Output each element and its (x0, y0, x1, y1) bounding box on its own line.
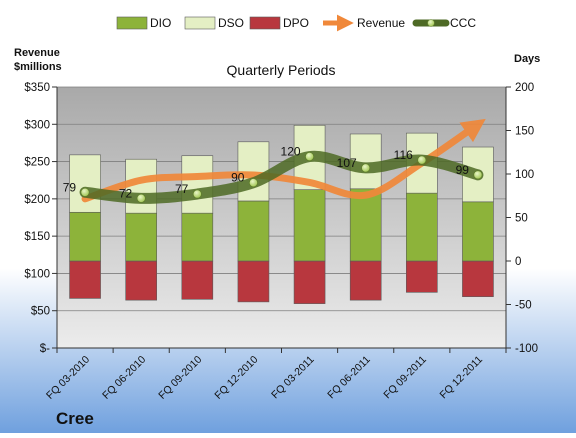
ccc-point (248, 178, 259, 188)
legend-label: CCC (450, 16, 476, 30)
legend-label: Revenue (357, 16, 405, 30)
ccc-point (473, 170, 483, 180)
left-axis-title: Revenue $millions (14, 47, 63, 73)
bar-dpo (462, 260, 494, 297)
right-tick-label: -100 (515, 343, 538, 355)
legend-swatch-dso (184, 16, 216, 30)
legend-label: DPO (283, 16, 309, 30)
ccc-point (80, 187, 90, 197)
bar-dio (349, 188, 382, 262)
ccc-data-label: 77 (175, 182, 189, 196)
bar-dio (69, 211, 101, 262)
ccc-data-label: 99 (456, 163, 470, 177)
ccc-data-label: 107 (337, 156, 357, 170)
legend-swatch-dio (116, 16, 148, 30)
ccc-point (136, 193, 146, 203)
left-tick-label: $200 (24, 194, 50, 206)
bar-dio (181, 212, 214, 262)
legend-swatch-ccc-marker (427, 19, 435, 27)
right-tick-label: -50 (515, 300, 532, 312)
legend-label: DIO (150, 16, 171, 30)
bar-series (69, 124, 494, 304)
bar-dpo (125, 260, 157, 301)
right-tick-label: 150 (515, 126, 534, 138)
bar-dpo (181, 260, 214, 300)
ccc-point (417, 155, 427, 165)
ccc-data-label: 116 (394, 148, 413, 162)
plot-panel (57, 87, 506, 348)
left-tick-label: $100 (24, 268, 50, 280)
bar-dpo (69, 260, 101, 299)
ccc-point (304, 152, 315, 162)
bar-dio (237, 200, 270, 262)
right-tick-label: 0 (515, 256, 521, 268)
plot-title: Quarterly Periods (227, 62, 336, 78)
right-tick-label: 50 (515, 213, 528, 225)
ccc-point (361, 163, 371, 173)
company-name: Cree (56, 409, 94, 428)
bar-dpo (406, 260, 438, 293)
bar-dpo (349, 260, 382, 301)
left-tick-label: $300 (24, 119, 50, 131)
data-labels: 79 72 77 90 120 107 116 99 (63, 145, 470, 201)
legend-swatch-dpo (249, 16, 281, 30)
ccc-point (192, 189, 202, 199)
ccc-data-label: 120 (281, 145, 301, 159)
bar-dso (181, 155, 214, 214)
right-tick-label: 100 (515, 169, 534, 181)
line-series (79, 118, 486, 204)
legend-label: DSO (218, 16, 244, 30)
left-tick-label: $350 (24, 82, 50, 94)
ccc-data-label: 90 (231, 171, 245, 185)
ccc-line (79, 150, 484, 204)
left-tick-label: $250 (24, 157, 50, 169)
bar-dio (125, 212, 157, 262)
left-tick-label: $150 (24, 231, 50, 243)
bar-dio (293, 189, 326, 262)
right-axis-title: Days (514, 53, 540, 65)
bar-dio (462, 201, 494, 262)
left-tick-label: $- (40, 343, 50, 355)
legend: DIO DSO DPO Revenue CCC (116, 14, 476, 32)
left-tick-label: $50 (31, 306, 50, 318)
right-tick-label: 200 (515, 82, 534, 94)
bar-dpo (293, 260, 326, 304)
ccc-data-label: 79 (63, 180, 77, 194)
bar-dio (406, 192, 438, 262)
bar-dpo (237, 260, 270, 303)
ccc-data-label: 72 (119, 186, 133, 200)
bar-dso (69, 154, 101, 213)
